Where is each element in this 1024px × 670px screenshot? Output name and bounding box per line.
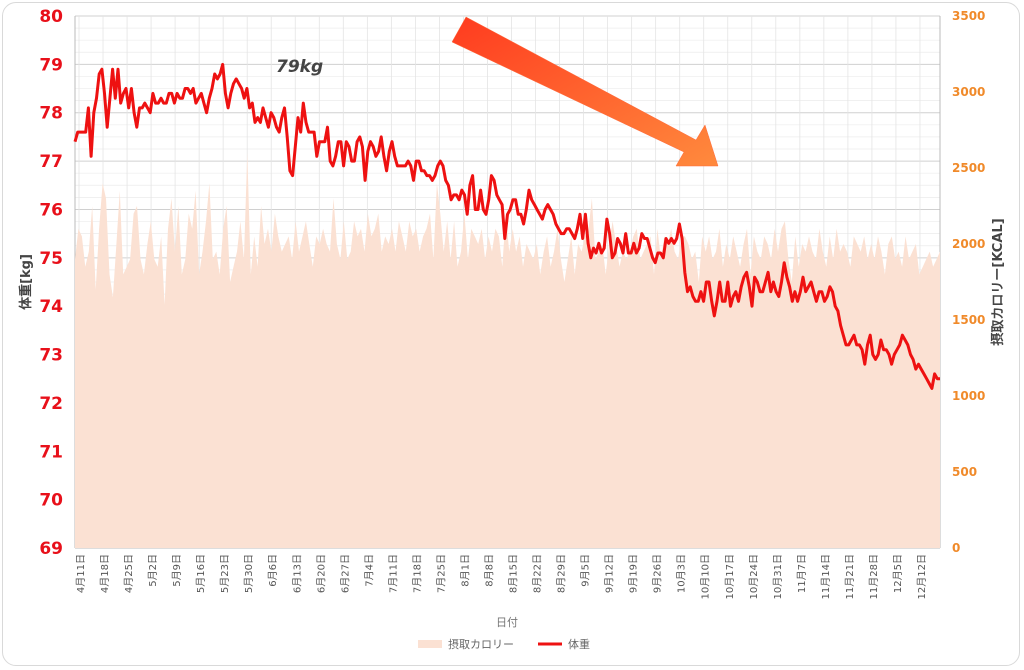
right-axis-title: 摂取カロリー[KCAL] — [990, 218, 1006, 345]
x-axis-ticks: 4月11日 4月18日 4月25日 5月2日 5月9日 5月16日 5月23日 5月30日 6月… — [75, 554, 928, 599]
x-tick-label: 11月14日 — [820, 554, 832, 599]
x-tick-label: 9月12日 — [604, 554, 616, 593]
x-tick-label: 9月26日 — [652, 554, 664, 593]
left-tick-label: 76 — [39, 200, 63, 220]
right-tick-label: 1000 — [952, 389, 985, 403]
right-tick-label: 1500 — [952, 313, 985, 327]
x-tick-label: 7月18日 — [411, 554, 423, 593]
x-tick-label: 5月16日 — [195, 554, 207, 593]
left-tick-label: 69 — [39, 539, 63, 559]
weight-line-layer — [73, 62, 940, 390]
x-tick-label: 8月22日 — [532, 554, 544, 593]
legend-label-calorie: 摂取カロリー — [448, 637, 514, 651]
x-axis-title: 日付 — [496, 616, 518, 629]
legend-label-weight: 体重 — [568, 637, 590, 651]
x-tick-label: 9月19日 — [628, 554, 640, 593]
left-tick-label: 72 — [39, 394, 63, 414]
legend: 摂取カロリー 体重 — [418, 637, 590, 651]
x-tick-label: 10月17日 — [724, 554, 736, 599]
calorie-area — [75, 152, 940, 549]
x-tick-label: 6月6日 — [267, 554, 279, 587]
x-tick-label: 10月3日 — [676, 554, 688, 593]
right-tick-label: 2000 — [952, 237, 985, 251]
x-tick-label: 11月21日 — [844, 554, 856, 599]
weight-line — [73, 62, 940, 390]
x-tick-label: 10月24日 — [748, 554, 760, 599]
x-tick-label: 12月12日 — [916, 554, 928, 599]
x-tick-label: 11月7日 — [796, 554, 808, 593]
left-tick-label: 71 — [39, 442, 63, 462]
right-tick-label: 0 — [952, 541, 960, 555]
x-tick-label: 4月11日 — [75, 554, 87, 593]
x-tick-label: 7月4日 — [363, 554, 375, 587]
calorie-area-layer — [75, 152, 940, 549]
left-axis-title: 体重[kg] — [18, 254, 34, 310]
x-tick-label: 6月27日 — [339, 554, 351, 593]
left-tick-label: 74 — [39, 297, 63, 317]
x-tick-label: 6月20日 — [315, 554, 327, 593]
x-tick-label: 7月11日 — [387, 554, 399, 593]
x-tick-label: 9月5日 — [580, 554, 592, 587]
right-tick-label: 3500 — [952, 9, 985, 23]
x-tick-label: 4月18日 — [99, 554, 111, 593]
x-tick-label: 11月28日 — [868, 554, 880, 599]
left-tick-label: 70 — [39, 491, 63, 511]
right-tick-label: 3000 — [952, 85, 985, 99]
right-axis-ticks: 0 500 1000 1500 2000 2500 3000 3500 — [952, 9, 985, 555]
right-tick-label: 2500 — [952, 161, 985, 175]
peak-annotation: 79kg — [276, 57, 323, 77]
x-tick-label: 8月29日 — [556, 554, 568, 593]
right-tick-label: 500 — [952, 465, 977, 479]
x-tick-label: 5月30日 — [243, 554, 255, 593]
x-tick-label: 8月15日 — [508, 554, 520, 593]
x-tick-label: 10月31日 — [772, 554, 784, 599]
left-tick-label: 73 — [39, 346, 63, 366]
left-tick-label: 80 — [39, 7, 63, 27]
x-tick-label: 6月13日 — [291, 554, 303, 593]
trend-arrow — [451, 16, 719, 167]
x-tick-label: 8月8日 — [484, 554, 496, 587]
x-tick-label: 5月23日 — [219, 554, 231, 593]
left-tick-label: 79 — [39, 55, 63, 75]
x-tick-label: 10月10日 — [700, 554, 712, 599]
left-axis-ticks: 69 70 71 72 73 74 75 76 77 78 79 80 — [39, 7, 63, 559]
x-tick-label: 5月9日 — [171, 554, 183, 587]
left-tick-label: 77 — [39, 152, 63, 172]
legend-swatch-calorie — [418, 640, 442, 648]
x-tick-label: 7月25日 — [435, 554, 447, 593]
x-tick-label: 8月1日 — [459, 554, 471, 587]
x-tick-label: 12月5日 — [892, 554, 904, 593]
left-tick-label: 78 — [39, 104, 63, 124]
x-tick-label: 5月2日 — [147, 554, 159, 587]
left-tick-label: 75 — [39, 249, 63, 269]
x-tick-label: 4月25日 — [123, 554, 135, 593]
